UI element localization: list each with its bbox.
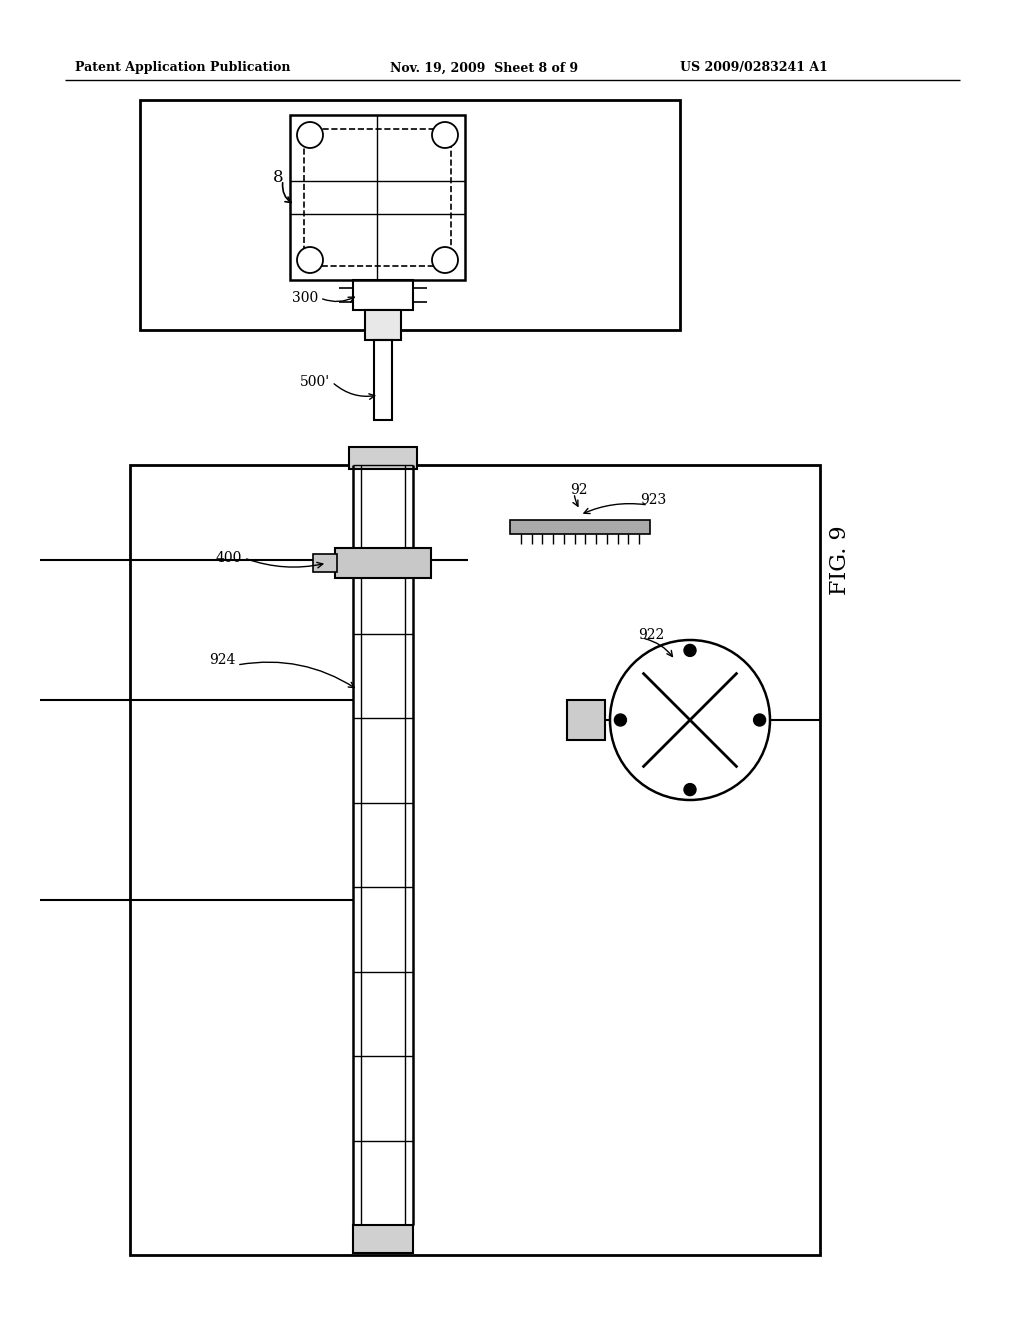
Text: 922: 922 xyxy=(638,628,665,642)
Bar xyxy=(567,700,605,741)
Bar xyxy=(353,280,413,310)
Circle shape xyxy=(610,640,770,800)
Text: 924: 924 xyxy=(209,653,234,667)
Text: US 2009/0283241 A1: US 2009/0283241 A1 xyxy=(680,62,827,74)
Text: FIG. 9: FIG. 9 xyxy=(829,525,851,595)
Circle shape xyxy=(432,121,458,148)
Bar xyxy=(353,1225,413,1253)
Text: Nov. 19, 2009  Sheet 8 of 9: Nov. 19, 2009 Sheet 8 of 9 xyxy=(390,62,579,74)
Circle shape xyxy=(297,247,323,273)
Bar xyxy=(130,465,820,1255)
Text: 300: 300 xyxy=(292,290,318,305)
Bar xyxy=(140,100,680,330)
Bar xyxy=(374,341,392,420)
Circle shape xyxy=(432,247,458,273)
Circle shape xyxy=(297,121,323,148)
Bar xyxy=(365,310,401,341)
Circle shape xyxy=(754,714,766,726)
Bar xyxy=(290,115,465,280)
Bar xyxy=(304,129,451,267)
Text: 8: 8 xyxy=(272,169,284,186)
Text: 400: 400 xyxy=(216,550,242,565)
Circle shape xyxy=(614,714,627,726)
Bar xyxy=(335,548,431,578)
Circle shape xyxy=(684,784,696,796)
Text: Patent Application Publication: Patent Application Publication xyxy=(75,62,291,74)
Bar xyxy=(349,447,417,469)
Text: 92: 92 xyxy=(570,483,588,498)
Bar xyxy=(510,520,650,535)
Text: 500': 500' xyxy=(300,375,330,389)
Text: 923: 923 xyxy=(640,492,667,507)
Circle shape xyxy=(684,644,696,656)
Bar xyxy=(313,554,337,572)
